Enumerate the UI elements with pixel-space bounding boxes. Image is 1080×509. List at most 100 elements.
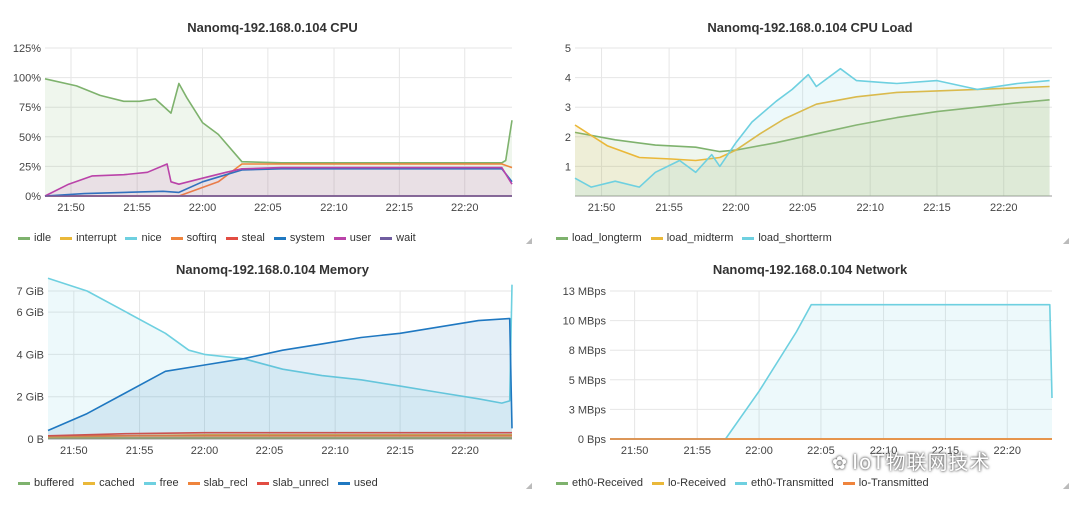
wechat-icon: ✿ (832, 453, 849, 474)
x-tick-label: 22:00 (745, 445, 773, 457)
x-tick-label: 22:05 (256, 445, 284, 457)
legend-item-eth0-Received[interactable]: eth0-Received (556, 477, 643, 489)
legend-swatch (556, 236, 568, 240)
resize-handle-icon[interactable]: ◢ (525, 236, 532, 245)
legend-item-idle[interactable]: idle (18, 232, 51, 244)
legend-item-user[interactable]: user (333, 232, 372, 244)
legend-item-slab_unrecl[interactable]: slab_unrecl (256, 477, 329, 489)
y-tick-label: 0% (25, 191, 41, 203)
legend-item-nice[interactable]: nice (125, 232, 162, 244)
legend-label: used (353, 477, 378, 489)
series-line-user (44, 163, 513, 197)
resize-handle-icon[interactable]: ◢ (1062, 481, 1069, 490)
legend-swatch (18, 481, 30, 485)
y-tick-label: 7 GiB (16, 286, 44, 298)
panel-title: Nanomq-192.168.0.104 CPU (187, 20, 358, 35)
legend-item-used[interactable]: used (337, 477, 378, 489)
legend-label: lo-Transmitted (858, 477, 929, 489)
legend-swatch (225, 236, 238, 240)
x-tick-label: 22:05 (254, 202, 282, 214)
legend-item-load_shortterm[interactable]: load_shortterm (742, 232, 832, 244)
panel-cpu-load: Nanomq-192.168.0.104 CPU Load 1 2 3 4 5 21:50… (548, 16, 1072, 248)
resize-handle-icon[interactable]: ◢ (1062, 236, 1069, 245)
x-tick-label: 21:50 (621, 445, 649, 457)
legend-swatch (125, 236, 138, 240)
x-tick-label: 22:15 (386, 202, 414, 214)
legend-item-interrupt[interactable]: interrupt (60, 232, 116, 244)
y-tick-label: 3 MBps (569, 404, 607, 416)
legend-label: lo-Received (667, 477, 727, 489)
x-tick-label: 22:20 (994, 445, 1022, 457)
y-tick-label: 4 GiB (16, 349, 44, 361)
legend-item-lo-Received[interactable]: lo-Received (651, 477, 727, 489)
y-tick-label: 10 MBps (563, 316, 607, 328)
x-tick-label: 22:15 (923, 202, 951, 214)
legend-label: wait (396, 232, 416, 244)
y-tick-label: 50% (19, 132, 41, 144)
legend-label: slab_recl (203, 477, 248, 489)
resize-handle-icon[interactable]: ◢ (525, 481, 532, 490)
x-tick-label: 21:50 (588, 202, 616, 214)
y-tick-label: 75% (19, 102, 41, 114)
x-tick-label: 22:00 (191, 445, 219, 457)
legend: buffered cached free slab_recl slab_unrecl us… (18, 477, 387, 489)
legend-swatch (650, 236, 663, 240)
legend-swatch (18, 236, 30, 240)
chart-svg-cpu-load: 1 2 3 4 5 21:50 21:55 22:00 22:05 22:10 22:15 22:20 (565, 43, 1052, 214)
legend-item-slab_recl[interactable]: slab_recl (187, 477, 248, 489)
legend-swatch (170, 236, 183, 240)
panel-title: Nanomq-192.168.0.104 Memory (176, 262, 369, 277)
x-tick-label: 22:10 (321, 445, 349, 457)
watermark-text: IoT物联网技术 (852, 450, 991, 474)
legend-item-buffered[interactable]: buffered (18, 477, 74, 489)
y-tick-label: 6 GiB (16, 307, 44, 319)
y-tick-label: 1 (565, 161, 571, 173)
legend-item-cached[interactable]: cached (83, 477, 135, 489)
series-line-slab_unrecl (47, 431, 512, 437)
legend-swatch (556, 481, 568, 485)
legend-item-free[interactable]: free (143, 477, 179, 489)
legend-label: user (349, 232, 372, 244)
legend-label: idle (34, 232, 52, 244)
legend-item-load_longterm[interactable]: load_longterm (556, 232, 642, 244)
series-area-load_midterm (575, 86, 1050, 196)
legend-swatch (651, 481, 664, 485)
legend-label: load_longterm (572, 232, 642, 244)
legend-label: steal (241, 232, 265, 244)
panel-title: Nanomq-192.168.0.104 Network (712, 262, 908, 277)
legend-item-system[interactable]: system (273, 232, 325, 244)
x-tick-label: 22:20 (990, 202, 1018, 214)
x-tick-label: 21:55 (655, 202, 683, 214)
x-tick-label: 22:05 (789, 202, 817, 214)
y-tick-label: 5 MBps (569, 375, 607, 387)
series-area-load_shortterm (575, 68, 1050, 196)
series-area-eth0-Transmitted (610, 304, 1052, 439)
x-tick-label: 21:55 (126, 445, 154, 457)
y-tick-label: 0 B (27, 434, 44, 446)
legend-swatch (187, 481, 200, 485)
y-tick-label: 8 MBps (569, 345, 607, 357)
legend-item-lo-Transmitted[interactable]: lo-Transmitted (842, 477, 929, 489)
y-tick-label: 5 (565, 43, 571, 55)
legend-label: system (289, 232, 325, 244)
x-tick-label: 21:50 (60, 445, 88, 457)
legend-item-eth0-Transmitted[interactable]: eth0-Transmitted (735, 477, 834, 489)
legend-item-steal[interactable]: steal (225, 232, 265, 244)
y-tick-label: 125% (13, 43, 41, 55)
series-line-load_longterm (574, 99, 1050, 153)
series-area-free (48, 278, 512, 439)
x-tick-label: 22:10 (320, 202, 348, 214)
legend-item-load_midterm[interactable]: load_midterm (650, 232, 733, 244)
legend-label: eth0-Transmitted (751, 477, 834, 489)
legend-swatch (143, 481, 156, 485)
y-tick-label: 2 (565, 132, 571, 144)
series-line-idle (44, 78, 513, 164)
series-line-load_shortterm (574, 67, 1050, 188)
legend-swatch (380, 236, 393, 240)
legend-item-softirq[interactable]: softirq (170, 232, 217, 244)
legend-swatch (273, 236, 286, 240)
legend-item-wait[interactable]: wait (380, 232, 416, 244)
panel-network: Nanomq-192.168.0.104 Network 0 Bps 3 MBps… (548, 258, 1072, 493)
x-tick-label: 21:50 (57, 202, 85, 214)
x-tick-label: 22:15 (386, 445, 414, 457)
